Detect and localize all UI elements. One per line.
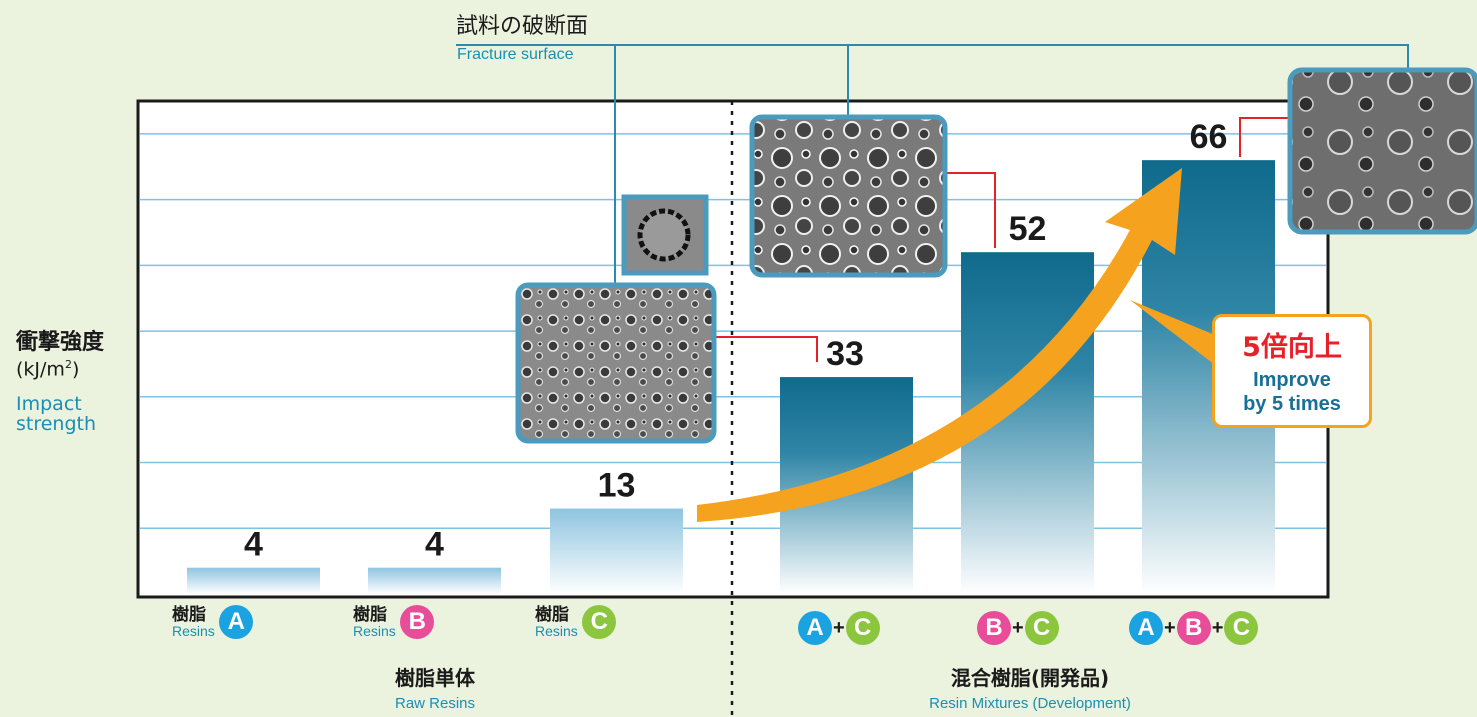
fracture-label-jp: 試料の破断面 <box>456 14 589 39</box>
micrograph-a-c <box>749 114 948 278</box>
resin-b-badge: B <box>400 605 435 639</box>
y-axis-unit: (kJ/m2) <box>16 358 80 381</box>
resin-b-badge: B <box>1176 611 1211 645</box>
value-label-a-plus-b-plus-c: 66 <box>1190 118 1228 156</box>
callout-en: Improve by 5 times <box>1243 369 1341 415</box>
bar-resin-b <box>368 567 501 594</box>
resin-a-badge: A <box>1129 611 1163 645</box>
group-label-mixtures: 混合樹脂(開発品) Resin Mixtures (Development) <box>929 666 1131 712</box>
value-label-a-plus-c: 33 <box>826 335 864 373</box>
micrograph-raw-c-detail <box>621 194 709 276</box>
y-axis-label-en: Impact strength <box>16 393 97 435</box>
plus-sign: + <box>833 616 845 639</box>
micrograph-a-b-c <box>1287 67 1477 235</box>
resin-c-badge: C <box>1024 611 1059 645</box>
value-label-resin-b: 4 <box>425 526 444 564</box>
category-label-a-b-c: A + B + C <box>1129 611 1259 645</box>
y-axis-label-jp: 衝撃強度 <box>16 330 105 355</box>
plus-sign: + <box>1164 616 1176 639</box>
resin-a-badge: A <box>798 611 832 645</box>
value-label-resin-c: 13 <box>598 467 636 505</box>
callout-pointer <box>1130 300 1215 365</box>
improvement-arrow <box>697 168 1182 522</box>
resin-a-badge: A <box>219 605 254 639</box>
micrograph-raw-c <box>515 282 717 444</box>
category-label-resin-c: 樹脂 Resins C <box>535 605 617 639</box>
plus-sign: + <box>1012 616 1024 639</box>
category-label-resin-a: 樹脂 Resins A <box>172 605 254 639</box>
value-connectors <box>715 117 1290 362</box>
category-label-a-c: A + C <box>798 611 880 645</box>
bar-resin-a <box>187 567 320 594</box>
bar-resin-c <box>550 508 683 594</box>
plus-sign: + <box>1211 616 1224 639</box>
category-label-b-c: B + C <box>977 611 1059 645</box>
value-label-b-plus-c: 52 <box>1009 210 1047 248</box>
category-label-resin-b: 樹脂 Resins B <box>353 605 435 639</box>
resin-c-badge: C <box>582 605 617 639</box>
resin-c-badge: C <box>845 611 880 645</box>
group-label-raw: 樹脂単体 Raw Resins <box>394 666 476 712</box>
resin-c-badge: C <box>1224 611 1259 645</box>
resin-b-badge: B <box>977 611 1011 645</box>
fracture-connectors <box>456 44 1409 285</box>
callout-jp: 5倍向上 <box>1242 332 1342 363</box>
improvement-callout: 5倍向上 Improve by 5 times <box>1212 314 1372 428</box>
fracture-label-en: Fracture surface <box>457 46 574 63</box>
value-label-resin-a: 4 <box>244 526 263 564</box>
